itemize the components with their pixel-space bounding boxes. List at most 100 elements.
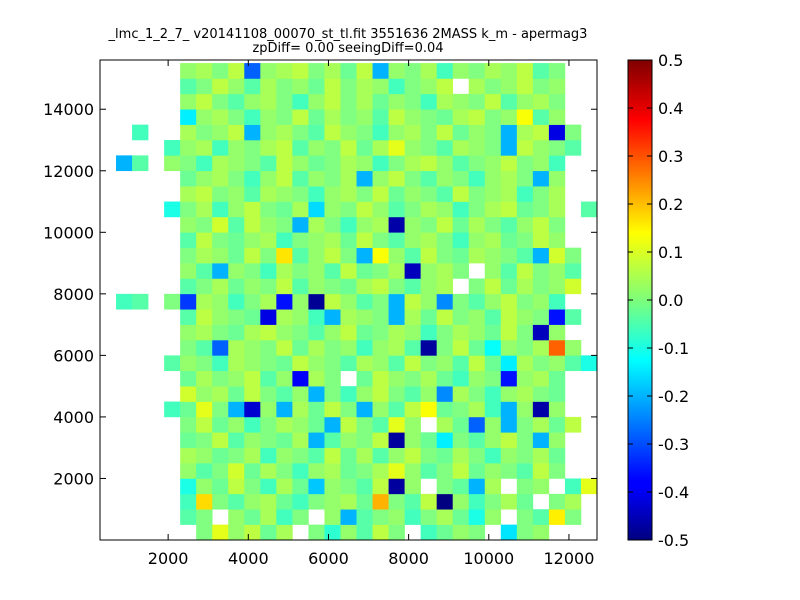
heatmap-cell (500, 447, 518, 464)
heatmap-cell (420, 278, 437, 295)
heatmap-cell (180, 355, 197, 372)
heatmap-cell (212, 309, 229, 325)
heatmap-cell (324, 247, 341, 264)
heatmap-cell (468, 170, 486, 187)
heatmap-cell (452, 293, 470, 310)
heatmap-cell (372, 478, 389, 495)
heatmap-cell (388, 278, 405, 295)
heatmap-cell (404, 463, 421, 479)
heatmap-cell (404, 232, 421, 248)
heatmap-cell (180, 370, 197, 387)
heatmap-cell (196, 524, 213, 541)
heatmap-cell (276, 216, 293, 233)
heatmap-cell (244, 278, 261, 295)
heatmap-cell (340, 124, 357, 141)
heatmap-cell (564, 278, 582, 295)
heatmap-cell (452, 201, 470, 218)
heatmap-cell (292, 109, 309, 125)
heatmap-cell (564, 247, 582, 264)
heatmap-cell (516, 524, 534, 541)
heatmap-cell (516, 432, 534, 448)
heatmap-cell (372, 263, 389, 279)
heatmap-cell (212, 340, 229, 356)
heatmap-cell (452, 401, 470, 418)
x-tick-label: 10000 (463, 549, 514, 568)
heatmap-cell (164, 293, 181, 310)
heatmap-cell (372, 232, 389, 248)
heatmap-cell (468, 309, 486, 325)
heatmap-cell (228, 124, 245, 141)
heatmap-cell (276, 201, 293, 218)
heatmap-cell (388, 493, 405, 510)
heatmap-cell (404, 478, 421, 495)
heatmap-cell (356, 186, 373, 202)
heatmap-cell (404, 109, 421, 125)
heatmap-cell (404, 78, 421, 95)
heatmap-cell (132, 124, 149, 141)
heatmap-cell (180, 155, 197, 172)
heatmap-cell (420, 324, 437, 341)
heatmap-cell (516, 232, 534, 248)
heatmap-cell (276, 232, 293, 248)
heatmap-cell (244, 155, 261, 172)
heatmap-cell (116, 293, 133, 310)
heatmap-cell (244, 293, 261, 310)
heatmap-cell (468, 278, 486, 295)
heatmap-cell (276, 93, 293, 110)
heatmap-cell (372, 324, 389, 341)
heatmap-cell (276, 63, 293, 79)
heatmap-cell (292, 370, 309, 387)
heatmap-cell (180, 309, 197, 325)
heatmap-cell (164, 140, 181, 156)
heatmap-cell (564, 355, 582, 372)
heatmap-cell (468, 370, 486, 387)
heatmap-cell (356, 340, 373, 356)
heatmap-cell (436, 416, 454, 433)
heatmap-cell (324, 309, 341, 325)
heatmap-cell (420, 263, 437, 279)
heatmap-cell (388, 355, 405, 372)
heatmap-cell (548, 124, 566, 141)
heatmap-cell (228, 447, 245, 464)
heatmap-cell (452, 447, 470, 464)
heatmap-cell (516, 447, 534, 464)
heatmap-cell (228, 63, 245, 79)
heatmap-cell (292, 463, 309, 479)
heatmap-cell (180, 109, 197, 125)
heatmap-cell (276, 155, 293, 172)
heatmap-cell (436, 509, 454, 525)
heatmap-cell (340, 186, 357, 202)
heatmap-cell (404, 155, 421, 172)
heatmap-cell (436, 340, 454, 356)
heatmap-cell (308, 278, 325, 295)
heatmap-cell (420, 201, 437, 218)
heatmap-cell (388, 247, 405, 264)
heatmap-cell (164, 401, 181, 418)
plot-frame (99, 59, 598, 541)
heatmap-cell (484, 401, 502, 418)
heatmap-cell (372, 370, 389, 387)
heatmap-cell (468, 478, 486, 495)
heatmap-cell (324, 416, 341, 433)
heatmap-cell (196, 278, 213, 295)
heatmap-cell (340, 216, 357, 233)
heatmap-cell (244, 232, 261, 248)
heatmap-cell (132, 155, 149, 172)
heatmap-cell (468, 124, 486, 141)
heatmap-cell (420, 386, 437, 402)
heatmap-cell (356, 263, 373, 279)
heatmap-cell (388, 109, 405, 125)
heatmap-cell (196, 401, 213, 418)
heatmap-cell (452, 63, 470, 79)
heatmap-cell (212, 124, 229, 141)
colorbar-tick-label: 0.4 (658, 99, 683, 118)
heatmap-cell (516, 493, 534, 510)
heatmap-cell (564, 140, 582, 156)
heatmap-cell (404, 340, 421, 356)
heatmap-cell (324, 340, 341, 356)
heatmap-cell (372, 63, 389, 79)
heatmap-cell (340, 278, 357, 295)
heatmap-cell (436, 247, 454, 264)
heatmap-cell (180, 340, 197, 356)
heatmap-cell (372, 278, 389, 295)
